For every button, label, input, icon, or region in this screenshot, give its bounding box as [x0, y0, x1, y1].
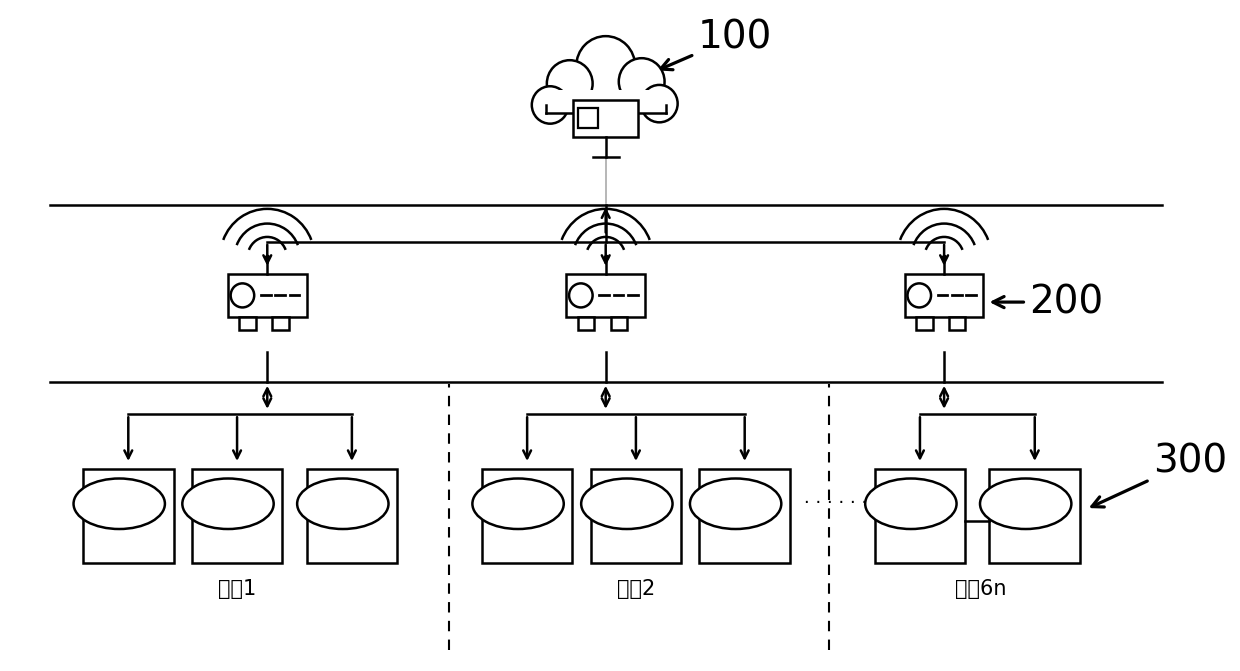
Ellipse shape — [298, 478, 388, 529]
Ellipse shape — [641, 85, 677, 122]
Ellipse shape — [577, 36, 635, 96]
Ellipse shape — [532, 87, 568, 123]
Bar — [192, 469, 283, 563]
Bar — [482, 469, 573, 563]
Ellipse shape — [980, 478, 1071, 529]
Ellipse shape — [73, 478, 165, 529]
Bar — [83, 469, 174, 563]
Ellipse shape — [866, 478, 956, 529]
Ellipse shape — [619, 58, 665, 105]
Ellipse shape — [569, 283, 593, 307]
Bar — [228, 274, 306, 317]
Bar — [699, 469, 790, 563]
Bar — [990, 469, 1080, 563]
Text: 分块1: 分块1 — [218, 579, 257, 599]
Bar — [239, 317, 255, 331]
Bar — [273, 317, 289, 331]
Bar — [590, 469, 681, 563]
Bar — [573, 100, 639, 137]
Ellipse shape — [231, 283, 254, 307]
Bar — [905, 274, 983, 317]
Bar — [578, 317, 594, 331]
Text: 300: 300 — [1092, 442, 1226, 507]
Bar — [543, 90, 668, 113]
Ellipse shape — [547, 60, 593, 107]
Ellipse shape — [182, 478, 274, 529]
Bar — [916, 317, 932, 331]
Ellipse shape — [472, 478, 564, 529]
Bar — [610, 317, 627, 331]
Text: 分块6n: 分块6n — [955, 579, 1006, 599]
Bar — [306, 469, 397, 563]
Ellipse shape — [908, 283, 931, 307]
Ellipse shape — [582, 478, 672, 529]
Text: 200: 200 — [993, 283, 1104, 321]
Text: 100: 100 — [661, 18, 771, 70]
Bar — [567, 274, 645, 317]
Text: 分块2: 分块2 — [616, 579, 655, 599]
Bar — [949, 317, 966, 331]
Bar — [874, 469, 965, 563]
Text: · · · · · · ·: · · · · · · · — [804, 494, 879, 511]
Ellipse shape — [689, 478, 781, 529]
Bar — [578, 108, 598, 128]
